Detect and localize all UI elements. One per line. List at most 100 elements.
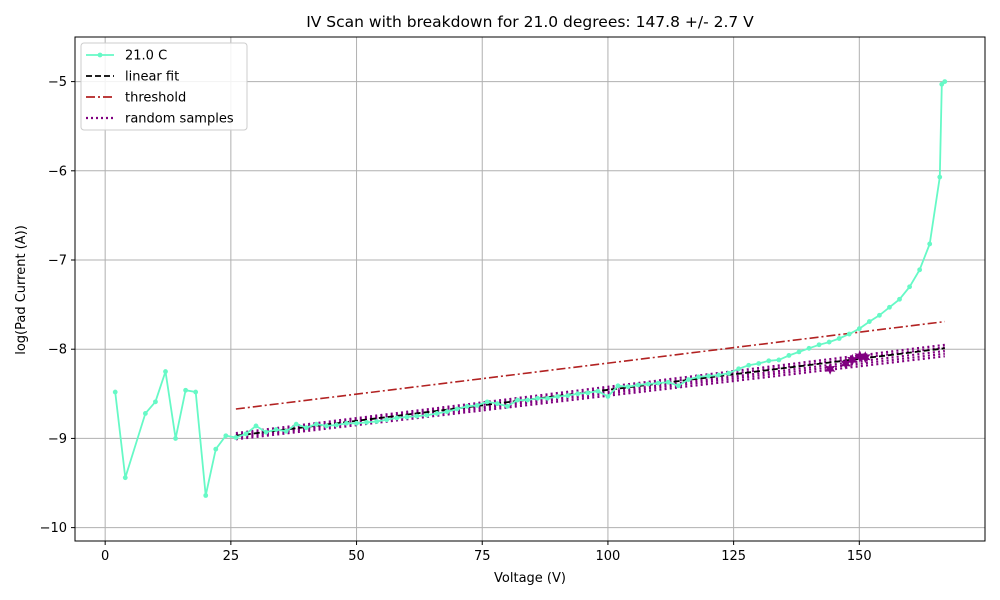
- data-point: [283, 428, 289, 434]
- data-point: [303, 425, 309, 431]
- data-point: [816, 342, 822, 348]
- data-point: [575, 391, 581, 397]
- data-point: [494, 401, 500, 407]
- data-point: [173, 436, 178, 441]
- data-point: [866, 319, 872, 324]
- data-point: [504, 403, 510, 409]
- x-tick-label: 125: [721, 549, 746, 564]
- data-point: [776, 357, 782, 363]
- data-point: [243, 431, 249, 437]
- random-sample-line: [235, 355, 945, 441]
- data-point: [525, 397, 530, 403]
- y-axis: −10 −9 −8 −7 −6 −5: [40, 75, 75, 536]
- legend-label: random samples: [125, 112, 234, 127]
- data-point: [112, 389, 118, 395]
- data-point: [163, 369, 168, 374]
- data-point: [726, 370, 731, 376]
- x-tick-label: 75: [474, 549, 491, 564]
- data-point: [253, 423, 259, 429]
- data-point: [605, 394, 611, 399]
- data-point: [183, 387, 189, 393]
- data-point: [555, 394, 561, 399]
- data-point: [877, 312, 882, 318]
- y-tick-label: −10: [40, 521, 67, 536]
- legend-marker: [97, 52, 103, 58]
- data-point: [193, 389, 199, 395]
- data-point: [233, 435, 239, 440]
- data-point: [263, 429, 269, 435]
- data-point: [364, 419, 370, 425]
- random-sample-line: [235, 343, 945, 435]
- data-point: [414, 413, 420, 419]
- x-tick-label: 0: [101, 549, 109, 564]
- data-point: [675, 383, 681, 389]
- data-point: [625, 384, 631, 390]
- data-point: [917, 267, 923, 273]
- axes-frame: [74, 36, 986, 542]
- data-point: [655, 380, 661, 386]
- data-point: [153, 399, 158, 405]
- data-point: [444, 409, 450, 415]
- x-tick-label: 50: [348, 549, 365, 564]
- data-point: [404, 414, 410, 420]
- data-point: [474, 403, 480, 408]
- linear-fit-line: [235, 347, 945, 437]
- breakdown-marker: [854, 350, 865, 363]
- y-tick-label: −7: [48, 254, 67, 269]
- legend-label: threshold: [125, 91, 186, 106]
- breakdown-marker: [825, 362, 836, 375]
- data-point: [635, 382, 641, 388]
- data-point: [464, 403, 470, 409]
- data-point: [786, 353, 792, 358]
- data-point: [942, 79, 948, 85]
- x-tick-label: 150: [847, 549, 872, 564]
- grid: [75, 37, 985, 541]
- data-point: [565, 393, 571, 398]
- data-point: [706, 373, 711, 379]
- data-point: [203, 493, 209, 498]
- data-point: [645, 381, 651, 387]
- breakdown-marker: [860, 351, 871, 364]
- breakdown-marker: [840, 357, 851, 370]
- data-point: [122, 475, 128, 481]
- data-point: [354, 420, 359, 426]
- y-tick-label: −6: [48, 164, 67, 179]
- data-point: [897, 296, 902, 302]
- data-point: [213, 446, 219, 452]
- legend-label: linear fit: [125, 70, 179, 85]
- data-point: [384, 417, 390, 423]
- plot-area: [112, 79, 948, 498]
- data-point: [595, 388, 601, 394]
- data-point: [434, 411, 440, 416]
- data-point: [806, 345, 812, 351]
- x-axis: 0 25 50 75 100 125 150: [101, 541, 872, 564]
- legend-label: 21.0 C: [125, 49, 167, 64]
- data-point: [826, 339, 832, 345]
- data-point: [846, 331, 852, 337]
- y-tick-label: −5: [48, 75, 67, 90]
- x-tick-label: 100: [596, 549, 621, 564]
- data-point: [796, 349, 802, 355]
- x-tick-label: 25: [223, 549, 240, 564]
- y-tick-label: −9: [48, 432, 67, 447]
- y-axis-label: log(Pad Current (A)): [14, 225, 29, 355]
- data-point: [273, 427, 279, 432]
- data-point: [515, 397, 520, 403]
- data-point: [615, 383, 621, 389]
- data-point: [746, 362, 752, 368]
- data-point: [685, 377, 691, 382]
- breakdown-marker: [847, 353, 858, 366]
- data-point: [454, 406, 460, 412]
- data-point: [887, 304, 892, 310]
- data-point: [484, 399, 490, 405]
- data-point: [696, 374, 701, 380]
- data-point: [856, 326, 862, 332]
- data-series-line: [114, 80, 946, 496]
- data-point: [716, 372, 721, 378]
- data-point: [223, 433, 229, 439]
- legend: 21.0 C linear fit threshold random samples: [80, 42, 248, 131]
- data-point: [344, 420, 349, 426]
- data-point: [313, 421, 319, 427]
- legend-box: [80, 42, 248, 131]
